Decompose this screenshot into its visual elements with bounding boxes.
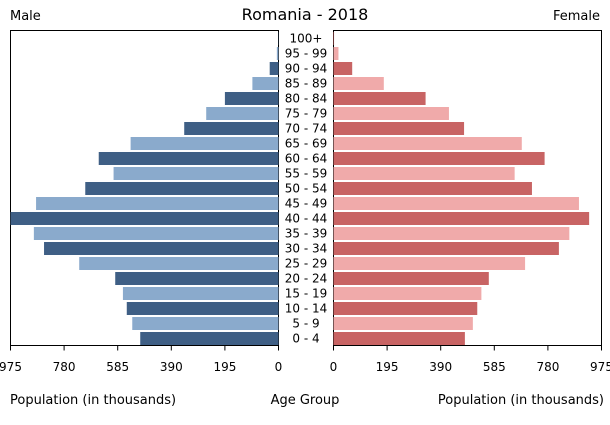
male-tick-label: 390 [160, 360, 183, 374]
age-group-label: 45 - 49 [285, 197, 328, 211]
female-bar-5-9 [333, 317, 473, 330]
female-bar-50-54 [333, 182, 532, 195]
male-tick-label: 975 [0, 360, 22, 374]
age-group-label: 10 - 14 [285, 302, 328, 316]
female-tick-label: 975 [590, 360, 610, 374]
age-group-label: 5 - 9 [292, 317, 319, 331]
age-group-label: 100+ [290, 32, 323, 46]
female-bar-100+ [333, 32, 335, 45]
female-bar-90-94 [333, 62, 353, 75]
female-bar-40-44 [333, 212, 590, 225]
female-label: Female [552, 9, 600, 24]
age-group-label: 85 - 89 [285, 77, 328, 91]
female-bar-75-79 [333, 107, 449, 120]
male-bar-30-34 [44, 242, 279, 255]
male-bar-10-14 [126, 302, 279, 315]
male-tick-label: 0 [275, 360, 283, 374]
male-bar-70-74 [184, 122, 279, 135]
female-tick-label: 780 [536, 360, 559, 374]
age-group-label: 35 - 39 [285, 227, 328, 241]
male-bar-5-9 [132, 317, 279, 330]
female-bar-60-64 [333, 152, 545, 165]
age-group-label: 20 - 24 [285, 272, 328, 286]
y-axis-label-age-group: Age Group [270, 393, 340, 408]
age-group-label: 90 - 94 [285, 62, 328, 76]
male-bar-55-59 [113, 167, 279, 180]
female-bar-80-84 [333, 92, 426, 105]
female-bars [333, 32, 590, 345]
male-bar-40-44 [10, 212, 279, 225]
female-bar-55-59 [333, 167, 515, 180]
male-bar-65-69 [130, 137, 279, 150]
male-bar-25-29 [79, 257, 279, 270]
x-axis-ticks: 975 780 585 390 195 0 0 195 390 585 780 975 [0, 345, 610, 374]
male-bar-0-4 [140, 332, 279, 345]
female-bar-65-69 [333, 137, 522, 150]
age-group-label: 65 - 69 [285, 137, 328, 151]
male-bar-20-24 [115, 272, 279, 285]
female-bar-0-4 [333, 332, 465, 345]
female-bar-15-19 [333, 287, 482, 300]
age-group-label: 0 - 4 [292, 332, 319, 346]
x-axis-label-right: Population (in thousands) [437, 393, 604, 408]
age-group-label: 40 - 44 [285, 212, 328, 226]
male-tick-label: 780 [53, 360, 76, 374]
female-bar-20-24 [333, 272, 489, 285]
male-label: Male [10, 9, 41, 24]
age-group-label: 70 - 74 [285, 122, 328, 136]
male-tick-label: 585 [106, 360, 129, 374]
female-bar-70-74 [333, 122, 465, 135]
female-bar-95-99 [333, 47, 339, 60]
chart-title: Romania - 2018 [241, 5, 369, 24]
female-bar-85-89 [333, 77, 384, 90]
female-bar-45-49 [333, 197, 579, 210]
age-group-label: 15 - 19 [285, 287, 328, 301]
age-group-label: 50 - 54 [285, 182, 328, 196]
male-tick-label: 195 [213, 360, 236, 374]
male-bar-60-64 [98, 152, 279, 165]
female-tick-label: 390 [429, 360, 452, 374]
male-bars [10, 32, 279, 345]
male-bar-45-49 [36, 197, 279, 210]
female-bar-35-39 [333, 227, 570, 240]
age-group-label: 30 - 34 [285, 242, 328, 256]
male-bar-35-39 [33, 227, 279, 240]
male-bar-90-94 [269, 62, 279, 75]
male-bar-15-19 [122, 287, 279, 300]
male-bar-85-89 [252, 77, 279, 90]
male-bar-95-99 [276, 47, 279, 60]
age-group-label: 95 - 99 [285, 47, 328, 61]
male-bar-80-84 [224, 92, 279, 105]
age-group-label: 80 - 84 [285, 92, 328, 106]
female-tick-label: 585 [483, 360, 506, 374]
male-bar-50-54 [85, 182, 279, 195]
age-group-label: 25 - 29 [285, 257, 328, 271]
age-group-label: 55 - 59 [285, 167, 328, 181]
age-group-label: 60 - 64 [285, 152, 328, 166]
female-bar-10-14 [333, 302, 478, 315]
x-axis-label-left: Population (in thousands) [10, 393, 177, 408]
female-tick-label: 0 [330, 360, 338, 374]
female-bar-30-34 [333, 242, 559, 255]
female-bar-25-29 [333, 257, 526, 270]
female-tick-label: 195 [376, 360, 399, 374]
age-group-label: 75 - 79 [285, 107, 328, 121]
male-bar-75-79 [206, 107, 279, 120]
